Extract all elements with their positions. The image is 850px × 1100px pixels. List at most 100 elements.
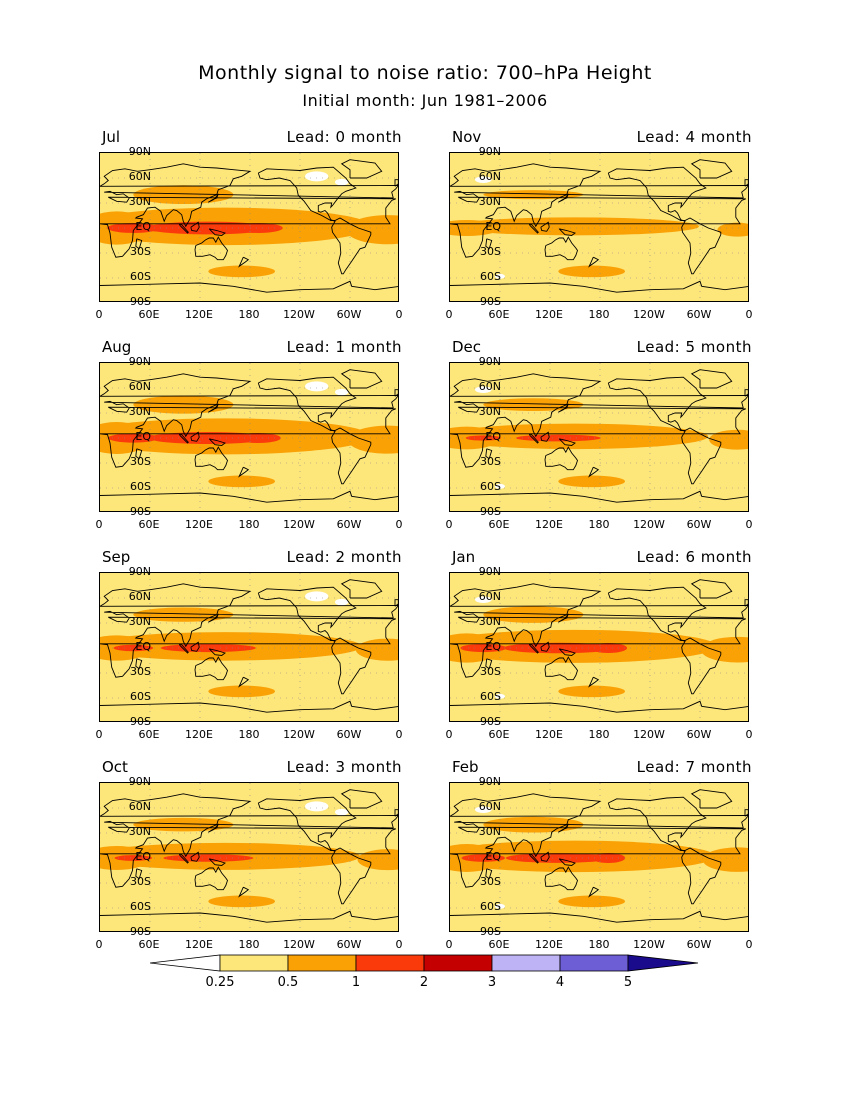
coastline [528,223,539,234]
latitude-tick-label: EQ [135,640,151,653]
latitude-tick-label: EQ [485,850,501,863]
coastline [528,853,539,864]
longitude-tick-label: 60W [336,308,362,321]
latitude-tick-label: 60N [478,800,501,813]
latitude-tick-label: 60N [128,800,151,813]
longitude-tick-label: 0 [95,728,103,741]
panel-month-label: Jul [102,128,121,146]
longitude-tick-label: 60W [336,938,362,951]
colorbar-segment [491,954,561,972]
latitude-tick-label: 30N [128,615,151,628]
latitude-tick-label: 30N [478,825,501,838]
coastline [340,159,383,179]
panel-month-label: Aug [102,338,132,356]
coastline [544,866,578,891]
coastline [588,256,600,268]
coastline [178,433,189,444]
panel-month-label: Nov [452,128,482,146]
snr-contour-region [133,395,234,414]
map-panel: Sep Lead: 2 month 90N 60N 30N EQ 30S 60S 90S 0 60E… [95,548,459,745]
longitude-tick-label: 120W [283,518,315,531]
longitude-tick-label: 120W [283,728,315,741]
coastline [588,466,600,478]
coastline [190,851,200,862]
longitude-tick-label: 60E [488,938,510,951]
coastline [208,858,226,866]
longitude-tick-label: 120W [633,728,665,741]
colorbar-tick-label: 3 [487,975,497,990]
coastline [100,163,398,258]
panel-lead-label: Lead: 5 month [636,338,752,356]
snr-contour-region [495,273,505,279]
coastline [257,796,372,905]
map-panel: Nov Lead: 4 month 90N 60N 30N EQ 30S 60S 90S 0 60E… [446,128,809,325]
longitude-tick-label: 120W [283,308,315,321]
panel-lead-label: Lead: 6 month [636,548,752,566]
longitude-tick-label: 60W [686,728,712,741]
latitude-tick-label: 60S [480,900,501,913]
longitude-tick-label: 0 [445,518,453,531]
latitude-tick-label: 60N [128,590,151,603]
coastline [450,910,748,923]
longitude-tick-label: 60W [686,938,712,951]
coastline [394,599,398,607]
snr-contour-region [558,895,625,908]
snr-contour-region [483,190,584,200]
latitude-tick-label: 90N [478,145,501,158]
latitude-tick-label: 90N [128,145,151,158]
map-canvas [100,783,398,931]
latitude-tick-label: 90S [480,505,501,518]
latitude-tick-label: 90N [478,355,501,368]
latitude-tick-label: 30S [480,875,501,888]
map-panel: Jul Lead: 0 month 90N 60N 30N EQ 30S 60S 90S 0 60E… [95,128,459,325]
latitude-tick-label: 90S [480,295,501,308]
coastline [208,823,219,833]
latitude-tick-label: 60S [130,270,151,283]
longitude-tick-label: 60E [138,518,160,531]
coastline [450,793,748,888]
colorbar-tick-label: 0.5 [277,975,299,990]
latitude-tick-label: 60S [130,690,151,703]
coastline [544,236,578,261]
snr-contour-region [108,433,159,443]
snr-contour-region [483,606,584,623]
latitude-tick-label: 90S [480,925,501,938]
snr-contour-region [235,433,281,443]
longitude-tick-label: 0 [95,308,103,321]
latitude-tick-label: 90N [478,565,501,578]
coastline [607,376,722,485]
coastline [208,648,226,656]
map-canvas [450,573,748,721]
snr-contour-region [208,895,275,908]
latitude-tick-label: 60S [480,270,501,283]
latitude-tick-label: EQ [135,850,151,863]
snr-contour-region [558,685,625,698]
panel-lead-label: Lead: 2 month [286,548,402,566]
world-map [449,782,749,932]
longitude-tick-label: 180 [238,938,260,951]
latitude-tick-label: 90N [128,775,151,788]
latitude-tick-label: 60S [480,690,501,703]
coastline [607,166,722,275]
snr-contour-region [461,854,506,862]
longitude-tick-label: 120W [633,518,665,531]
coastline [588,676,600,688]
coastline [178,853,189,864]
coastline [340,789,383,809]
coastline [135,238,143,250]
coastline [450,490,748,503]
longitude-tick-label: 120W [633,938,665,951]
coastline [544,446,578,471]
snr-contour-region [347,425,398,454]
longitude-tick-label: 0 [745,938,753,951]
coastline [257,586,372,695]
latitude-tick-label: 60N [128,170,151,183]
coastline [450,373,748,468]
coastline [194,656,228,681]
colorbar-tick-label: 5 [623,975,633,990]
coastline [190,221,200,232]
panel-month-label: Feb [452,758,479,776]
coastline [100,583,398,678]
world-map [99,362,399,512]
longitude-tick-label: 0 [395,728,403,741]
